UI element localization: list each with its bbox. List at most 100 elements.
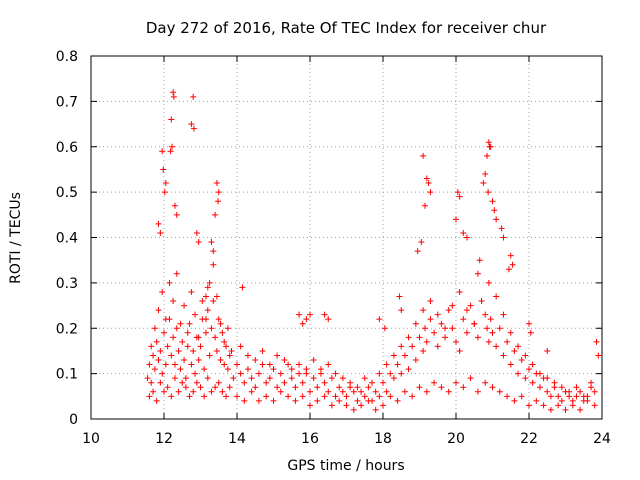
data-point [394, 361, 401, 368]
data-point [354, 397, 361, 404]
data-point [213, 180, 220, 187]
y-tick-labels: 0 0.1 0.2 0.3 0.4 0.5 0.6 0.7 0.8 [56, 49, 78, 428]
data-point [566, 388, 573, 395]
data-point [423, 388, 430, 395]
data-point [244, 352, 251, 359]
data-point [547, 393, 554, 400]
data-point [394, 397, 401, 404]
data-point [588, 379, 595, 386]
data-point [328, 375, 335, 382]
data-point [206, 352, 213, 359]
data-point [427, 298, 434, 305]
data-point [584, 397, 591, 404]
data-point [217, 320, 224, 327]
data-point [208, 325, 215, 332]
data-point [303, 370, 310, 377]
data-point [544, 347, 551, 354]
data-point [201, 393, 208, 400]
data-point [299, 320, 306, 327]
x-tick-label: 20 [447, 431, 465, 447]
data-point [321, 379, 328, 386]
data-point [190, 93, 197, 100]
data-point [248, 388, 255, 395]
data-point [168, 352, 175, 359]
data-point [292, 384, 299, 391]
data-point [288, 375, 295, 382]
data-point [453, 216, 459, 223]
x-tick-label: 24 [593, 431, 611, 447]
data-point [274, 352, 281, 359]
data-point [170, 298, 177, 305]
data-point [485, 338, 492, 345]
y-tick-label: 0.4 [56, 231, 78, 247]
data-point [162, 316, 169, 323]
data-point [181, 357, 188, 364]
data-point [390, 352, 397, 359]
data-point [321, 393, 328, 400]
data-point [162, 180, 169, 187]
data-point [431, 379, 438, 386]
data-point [527, 329, 534, 336]
data-point [533, 397, 540, 404]
y-tick-label: 0 [69, 412, 78, 428]
x-tick-label: 16 [301, 431, 319, 447]
data-point [507, 252, 514, 259]
data-point [277, 388, 284, 395]
data-point [467, 375, 474, 382]
data-point [234, 393, 240, 400]
data-point [237, 370, 244, 377]
data-point [580, 393, 587, 400]
data-point [454, 189, 461, 196]
data-point [325, 316, 332, 323]
data-point [522, 352, 529, 359]
data-point [387, 370, 394, 377]
data-point [420, 152, 427, 159]
data-point [569, 402, 576, 409]
data-point [266, 361, 273, 368]
data-point [161, 388, 167, 395]
data-point [358, 388, 365, 395]
data-point [485, 279, 492, 286]
data-point [423, 338, 430, 345]
data-point [474, 388, 481, 395]
data-point [153, 397, 160, 404]
data-point [212, 384, 219, 391]
data-point [155, 220, 162, 227]
data-point [376, 316, 383, 323]
data-point [171, 202, 178, 209]
data-point [376, 393, 383, 400]
data-point [480, 180, 487, 187]
data-point [493, 343, 500, 350]
data-point [405, 366, 412, 373]
data-point [485, 189, 492, 196]
data-point [383, 388, 390, 395]
data-point [328, 402, 335, 409]
data-point [325, 388, 332, 395]
data-point [148, 343, 155, 350]
data-point [307, 402, 313, 409]
data-point [343, 393, 350, 400]
data-point [463, 234, 470, 241]
data-point [230, 375, 237, 382]
data-point [307, 388, 313, 395]
data-point [259, 347, 266, 354]
data-point [270, 366, 277, 373]
data-point [219, 388, 226, 395]
data-point [157, 229, 164, 236]
data-point [504, 393, 511, 400]
data-point [555, 393, 562, 400]
data-point [212, 211, 219, 218]
data-point [164, 343, 171, 350]
data-point [307, 311, 313, 318]
data-point [591, 402, 598, 409]
y-tick-label: 0.7 [56, 94, 78, 110]
data-point [591, 388, 598, 395]
data-point [336, 397, 343, 404]
data-point [241, 379, 248, 386]
data-point [244, 366, 251, 373]
data-point [213, 293, 220, 300]
data-point [593, 338, 600, 345]
data-point [292, 397, 299, 404]
data-point [221, 338, 228, 345]
